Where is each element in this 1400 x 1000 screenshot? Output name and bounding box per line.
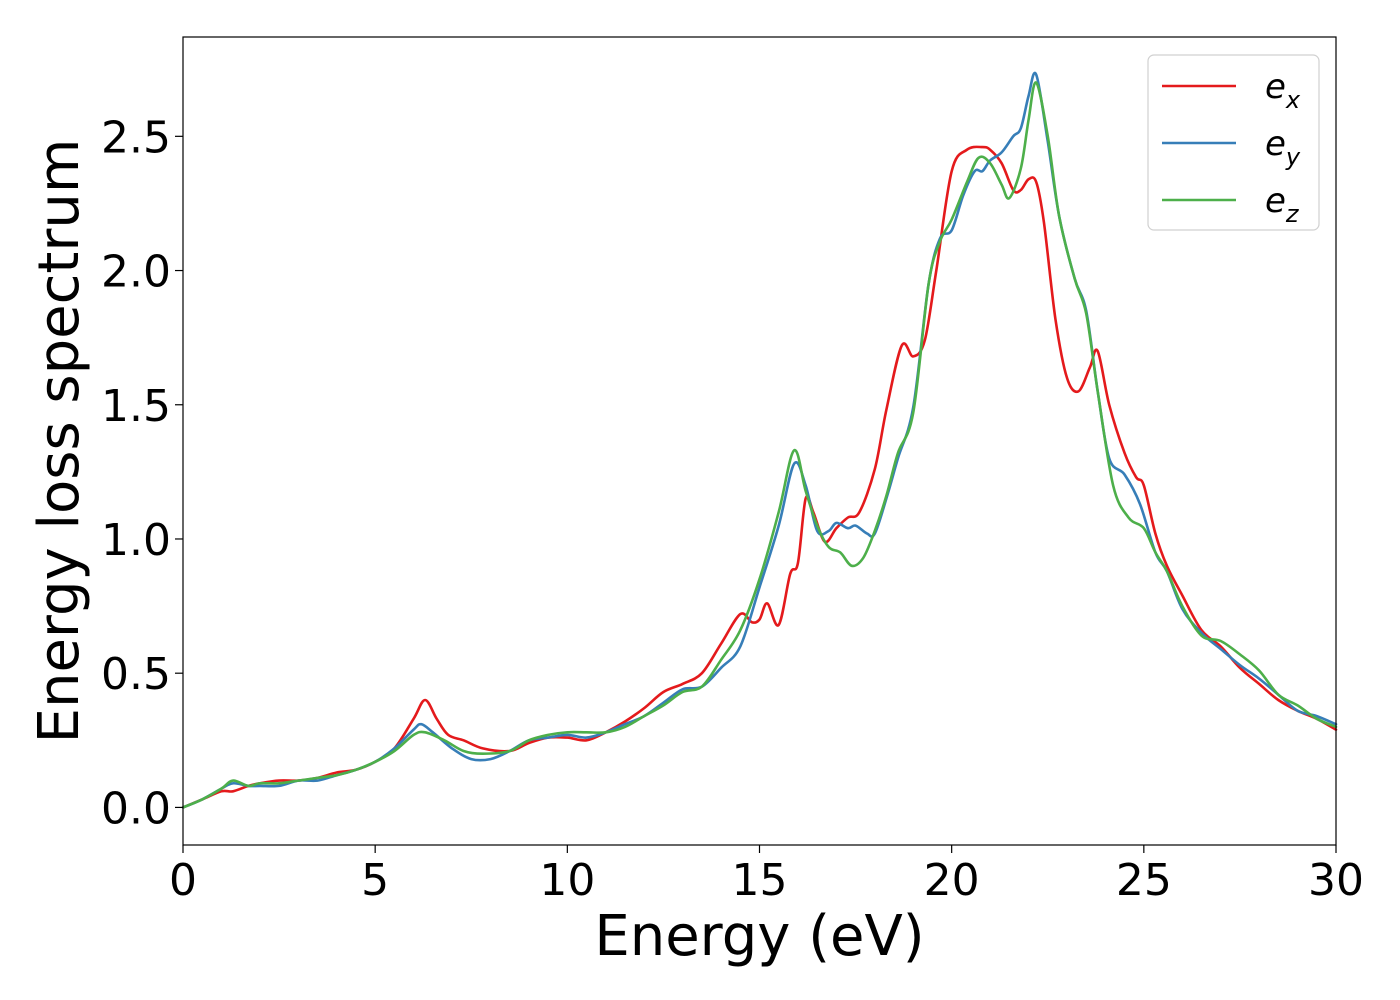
- y-tick-label: 1.0: [101, 515, 171, 566]
- y-tick-label: 0.0: [101, 783, 171, 834]
- legend-label-z: ez: [1265, 181, 1300, 228]
- y-axis-label: Energy loss spectrum: [27, 139, 92, 744]
- x-tick-label: 10: [539, 855, 595, 906]
- y-tick-label: 2.5: [101, 112, 171, 163]
- legend-label-x: ex: [1265, 67, 1301, 114]
- x-axis-label: Energy (eV): [594, 904, 924, 969]
- x-tick-label: 15: [732, 855, 788, 906]
- y-tick-label: 2.0: [101, 247, 171, 298]
- series-line-z: [181, 81, 1338, 809]
- y-axis: 0.0 0.5 1.0 1.5 2.0 2.5: [101, 112, 183, 834]
- series-line-y: [181, 71, 1338, 809]
- legend-label-y: ey: [1265, 124, 1301, 171]
- legend: ex ey ez: [1147, 54, 1320, 231]
- y-tick-label: 1.5: [101, 381, 171, 432]
- y-tick-label: 0.5: [101, 649, 171, 700]
- x-tick-label: 0: [169, 855, 197, 906]
- series-layer: [181, 71, 1338, 809]
- x-tick-label: 30: [1308, 855, 1364, 906]
- x-tick-label: 5: [361, 855, 389, 906]
- x-tick-label: 25: [1116, 855, 1172, 906]
- x-axis: 0 5 10 15 20 25 30: [169, 845, 1364, 906]
- x-tick-label: 20: [924, 855, 980, 906]
